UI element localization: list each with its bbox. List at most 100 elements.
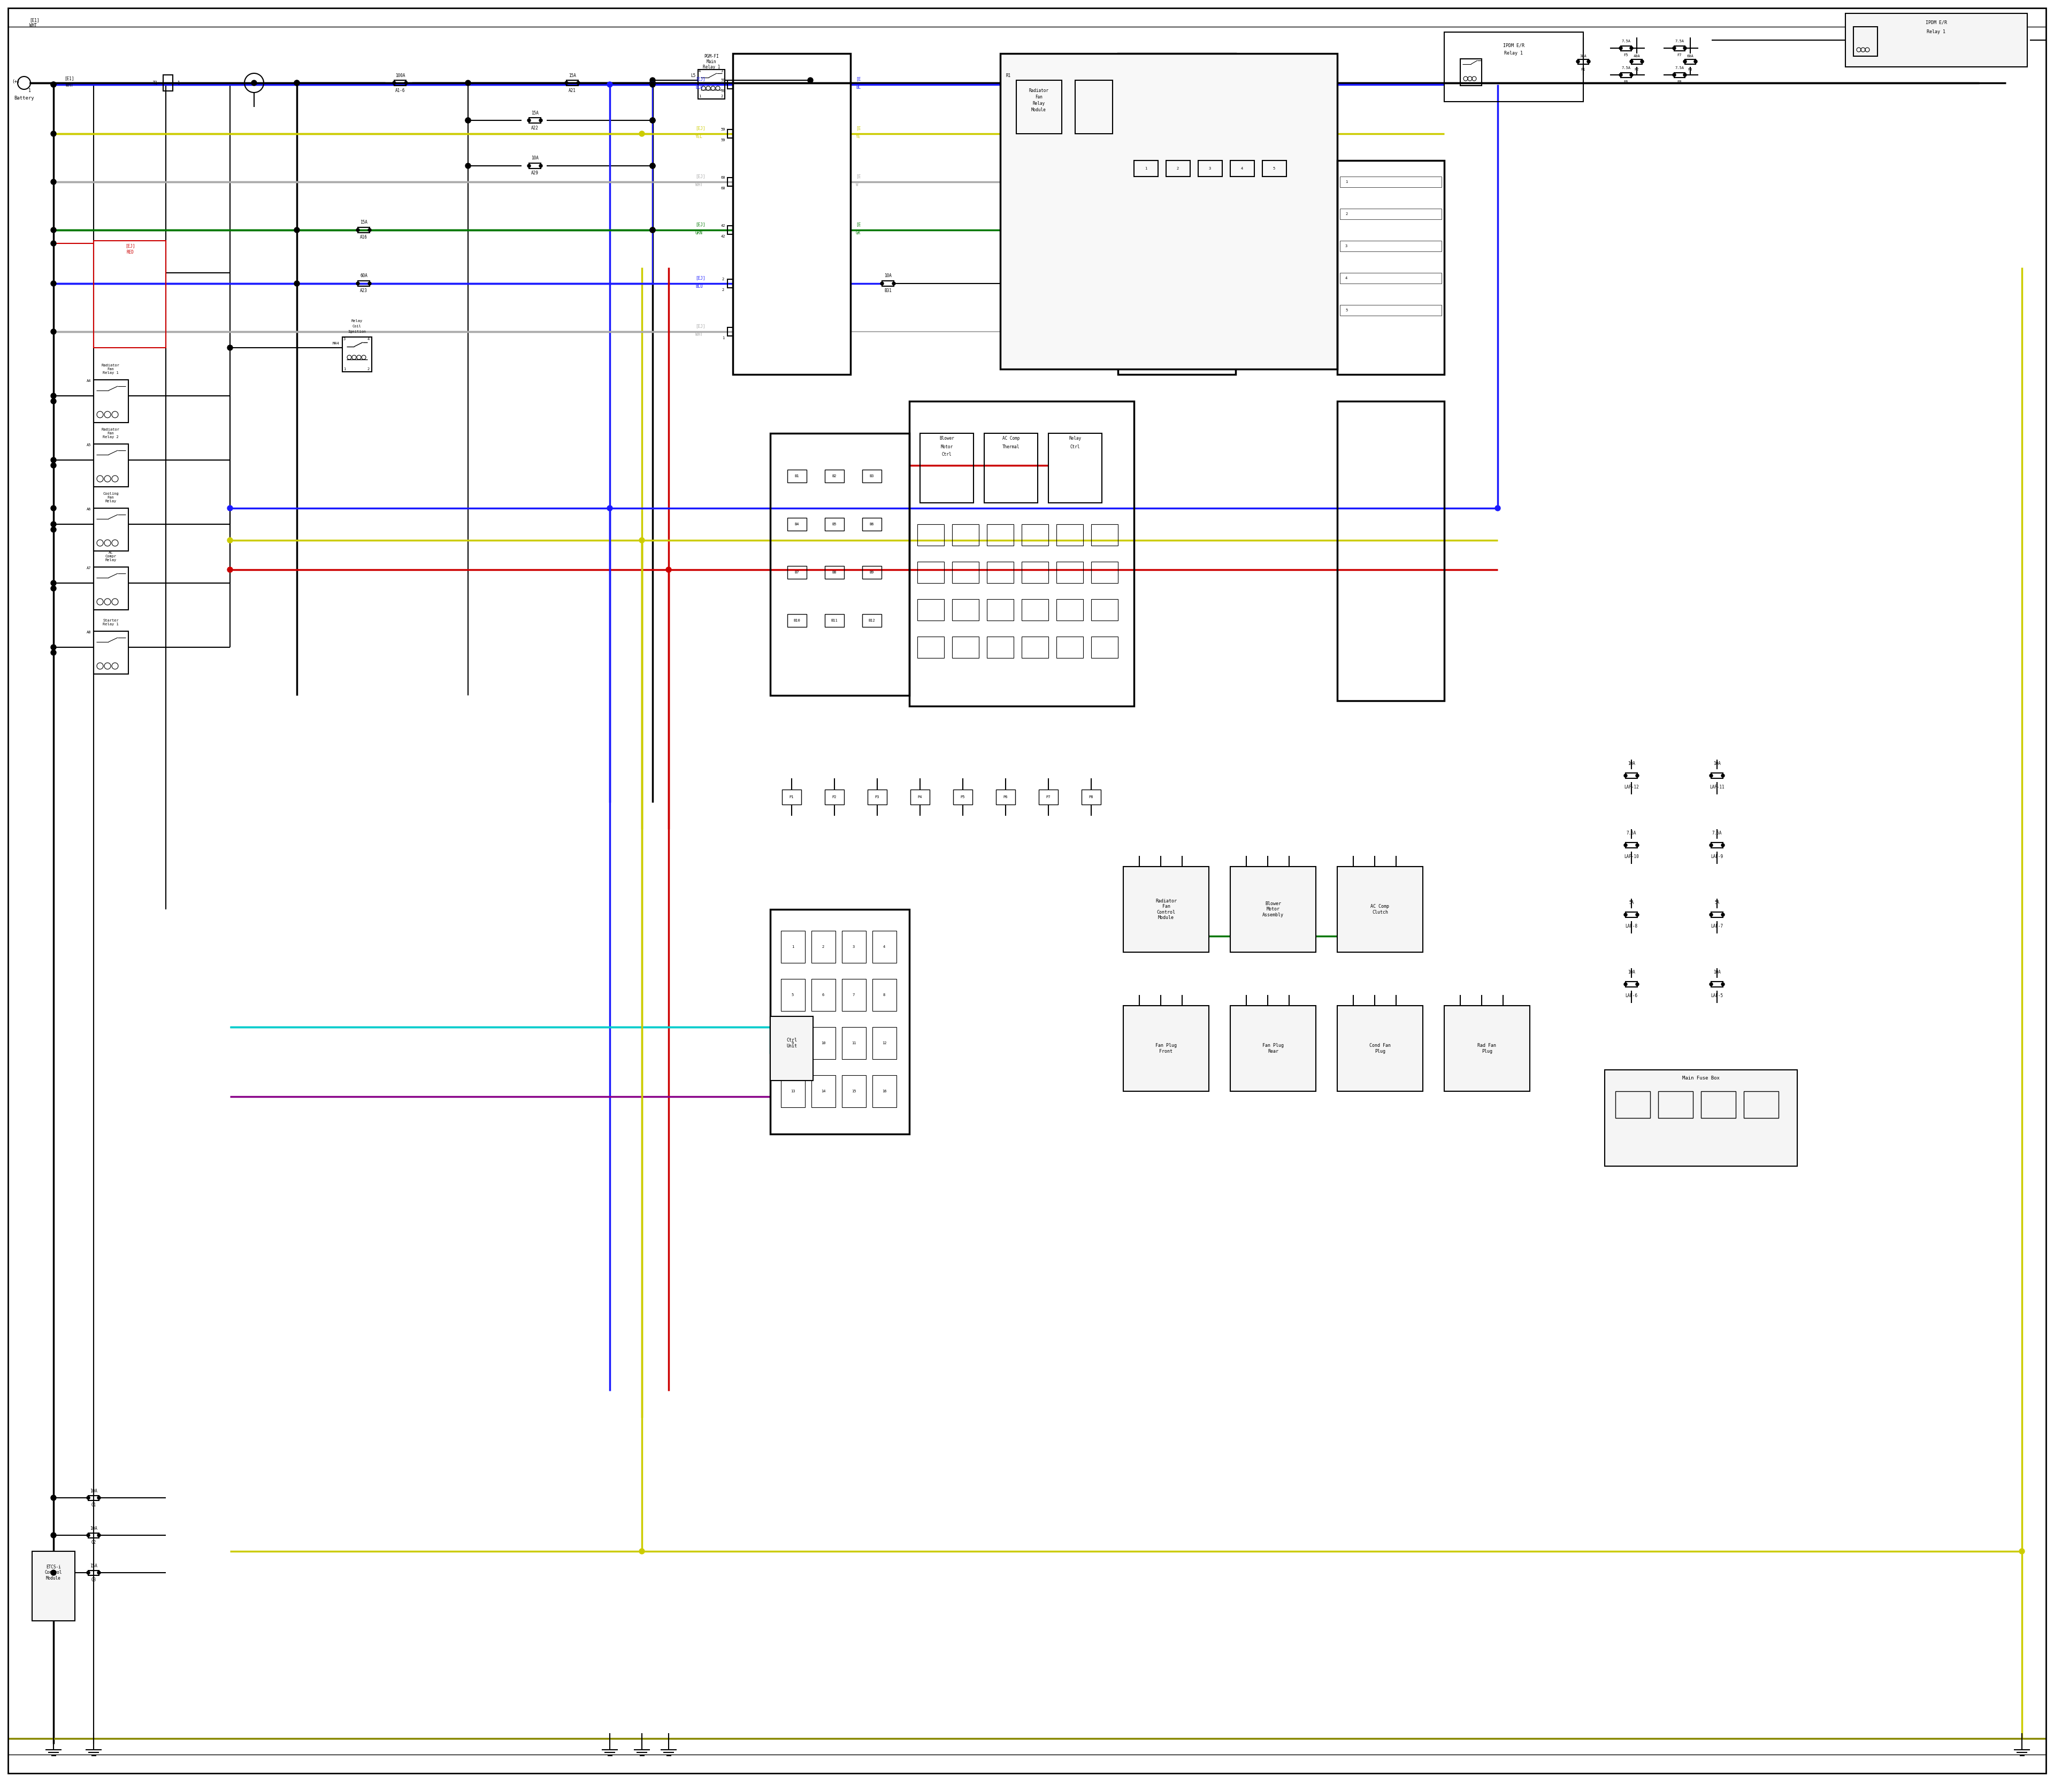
Text: G1: G1 [90,1502,97,1507]
Bar [1444,32,1584,102]
Text: 60A: 60A [359,274,368,278]
Bar [811,978,836,1011]
Bar [918,636,945,658]
Bar [953,599,980,620]
Bar [863,566,881,579]
Text: B31: B31 [883,289,891,294]
Text: 3: 3 [721,70,723,73]
Bar [918,525,945,545]
Circle shape [1635,982,1639,986]
Circle shape [528,118,530,122]
Bar [162,75,173,91]
Circle shape [466,163,470,168]
Text: 4: 4 [883,944,885,948]
Circle shape [1495,505,1499,511]
Text: Blower: Blower [939,435,955,441]
Circle shape [51,1495,55,1500]
Circle shape [649,118,655,124]
Bar [826,790,844,805]
Bar [984,434,1037,504]
Text: 5: 5 [791,993,793,996]
Circle shape [51,1570,55,1575]
Text: 59: 59 [721,127,725,131]
Bar [996,790,1015,805]
Circle shape [1629,59,1633,63]
Circle shape [649,228,655,233]
Bar [826,470,844,482]
Bar [986,525,1013,545]
Circle shape [649,82,655,88]
Text: P1: P1 [789,796,795,799]
Bar [842,1075,867,1107]
Text: 14: 14 [822,1090,826,1093]
Text: Battery: Battery [14,95,35,100]
Text: 10A: 10A [532,156,538,161]
Bar [1744,1091,1779,1118]
Text: [EJ]: [EJ] [696,125,705,131]
Text: Fan: Fan [1035,95,1043,100]
Circle shape [368,281,372,285]
Bar [1056,599,1082,620]
Bar [1621,72,1631,77]
Text: Relay: Relay [1068,435,1080,441]
Circle shape [649,77,655,82]
Text: Ignition: Ignition [347,330,366,333]
Text: 1: 1 [698,95,700,99]
Bar [1711,982,1723,987]
Text: P7: P7 [1045,796,1052,799]
Circle shape [51,521,55,527]
Bar [727,280,733,289]
Bar [33,1552,74,1620]
Text: 2: 2 [822,944,824,948]
Text: 1: 1 [791,944,793,948]
Text: PGM-FI: PGM-FI [705,54,719,59]
Text: 60A: 60A [1686,54,1695,57]
Bar [1039,790,1058,805]
Circle shape [538,165,542,167]
Text: [E1]: [E1] [64,77,74,81]
Text: A21: A21 [569,88,575,93]
Text: 5A: 5A [1715,901,1719,905]
Text: G2: G2 [90,1539,97,1545]
Circle shape [565,81,569,84]
Bar [770,434,910,695]
Circle shape [1625,844,1627,848]
Text: 5: 5 [1345,308,1347,312]
Text: P8: P8 [1089,796,1093,799]
Circle shape [608,82,612,88]
Text: 1: 1 [177,81,179,86]
Bar [1230,1005,1317,1091]
Bar [787,518,807,530]
Bar [953,636,980,658]
Bar [727,177,733,186]
Text: 6: 6 [822,993,824,996]
Text: 3: 3 [1210,167,1212,170]
Text: WHT: WHT [696,332,702,337]
Text: 15A: 15A [359,220,368,226]
Circle shape [1619,47,1623,50]
Circle shape [2019,1548,2025,1554]
Bar [1082,790,1101,805]
Circle shape [891,281,896,285]
Bar [1658,1091,1692,1118]
Circle shape [1684,59,1686,63]
Text: Relay 1: Relay 1 [702,65,721,70]
Circle shape [1709,914,1713,916]
Circle shape [51,527,55,532]
Text: Motor: Motor [941,444,953,450]
Bar [873,1027,896,1059]
Text: 7.5A: 7.5A [1674,66,1684,70]
Text: 9: 9 [791,1041,793,1045]
Text: 10A: 10A [883,274,891,278]
Bar [343,337,372,371]
Circle shape [649,118,655,124]
Bar [727,81,733,90]
Bar [1021,636,1048,658]
Bar [1339,305,1442,315]
Text: 2: 2 [723,289,725,292]
Bar [1017,81,1062,134]
Bar [357,281,370,287]
Bar [1711,912,1723,918]
Text: 15A: 15A [532,111,538,115]
Bar [94,509,127,550]
